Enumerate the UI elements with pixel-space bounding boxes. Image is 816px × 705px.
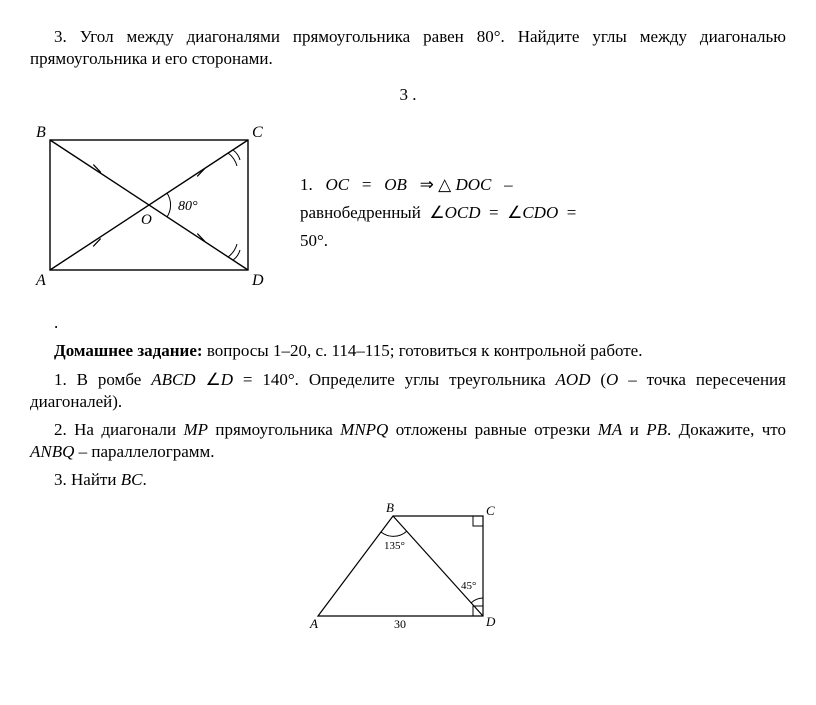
svg-text:B: B [36,124,46,141]
sol-doc: DOC [455,175,491,194]
svg-text:30: 30 [394,617,406,631]
hw-3: 3. Найти BC. [30,469,786,491]
figure-1-container: 80° O B C A D [30,120,270,306]
figure-solution-row: 80° O B C A D 1. OC = OB ⇒ △ DOC – равно… [30,120,786,306]
sol-eq3: = [567,203,577,222]
hw1-paren: ( [590,370,606,389]
svg-text:80°: 80° [178,199,198,214]
solution-line-3: 50°. [300,230,786,252]
hw1-aod: AOD [556,370,591,389]
svg-text:O: O [141,212,152,228]
solution-line-2: равнобедренный ∠OCD = ∠CDO = [300,202,786,224]
solution-text: 1. OC = OB ⇒ △ DOC – равнобедренный ∠OCD… [300,168,786,258]
rectangle-diagram: 80° O B C A D [30,120,270,300]
hw-2: 2. На диагонали MP прямоугольника MNPQ о… [30,419,786,463]
sol-ocd: OCD [445,203,481,222]
sol-ob: OB [384,175,407,194]
svg-text:A: A [309,616,318,631]
sol-cdo: CDO [522,203,558,222]
hw2-and: и [622,420,646,439]
svg-text:C: C [252,124,263,141]
hw3-bc: BC [121,470,143,489]
hw1-mid: = 140°. Определите углы треугольника [233,370,556,389]
figure-2-container: 135° 45° A B C D 30 [30,501,786,637]
problem-3-text: 3. Угол между диагоналями прямоугольника… [30,26,786,70]
sol-tri: △ [438,175,451,194]
hw1-abcd: ABCD [151,370,195,389]
hw1-ang: ∠ [196,370,221,389]
hw2-mnpq: MNPQ [340,420,388,439]
homework-heading: Домашнее задание: вопросы 1–20, с. 114–1… [30,340,786,362]
sol-1-num: 1. [300,175,313,194]
svg-text:B: B [386,501,394,515]
hw1-o: O [606,370,618,389]
hw-1: 1. В ромбе ABCD ∠D = 140°. Определите уг… [30,369,786,413]
svg-text:45°: 45° [461,580,476,592]
sol-ang1: ∠ [429,203,444,222]
hw1-pre: 1. В ромбе [54,370,151,389]
hw3-pre: 3. Найти [54,470,121,489]
solution-dot: . [30,312,786,334]
hw2-pre: 2. На диагонали [54,420,183,439]
solution-number: 3 . [30,84,786,106]
svg-text:C: C [486,503,495,518]
svg-text:D: D [485,614,496,629]
hw2-mid1: прямоугольника [208,420,340,439]
sol-ang2: ∠ [507,203,522,222]
sol-dash: – [504,175,513,194]
hw2-mid2: отложены равные отрезки [388,420,597,439]
hw2-post: – параллелограмм. [74,442,214,461]
hw2-mid3: . Докажите, что [667,420,786,439]
svg-text:A: A [35,272,46,289]
homework-label: Домашнее задание: [54,341,203,360]
trapezoid-diagram: 135° 45° A B C D 30 [308,501,508,631]
sol-iso: равнобедренный [300,203,421,222]
hw2-pb: PB [646,420,667,439]
sol-eq2: = [489,203,499,222]
sol-oc: OC [326,175,350,194]
solution-line-1: 1. OC = OB ⇒ △ DOC – [300,174,786,196]
homework-rest: вопросы 1–20, с. 114–115; готовиться к к… [203,341,643,360]
svg-text:D: D [251,272,264,289]
sol-arrow: ⇒ [420,175,434,194]
svg-text:135°: 135° [384,540,405,552]
hw3-post: . [142,470,146,489]
hw2-mp: MP [183,420,208,439]
hw2-anbq: ANBQ [30,442,74,461]
sol-eq1: = [362,175,372,194]
hw1-d: D [221,370,233,389]
hw2-ma: MA [598,420,623,439]
